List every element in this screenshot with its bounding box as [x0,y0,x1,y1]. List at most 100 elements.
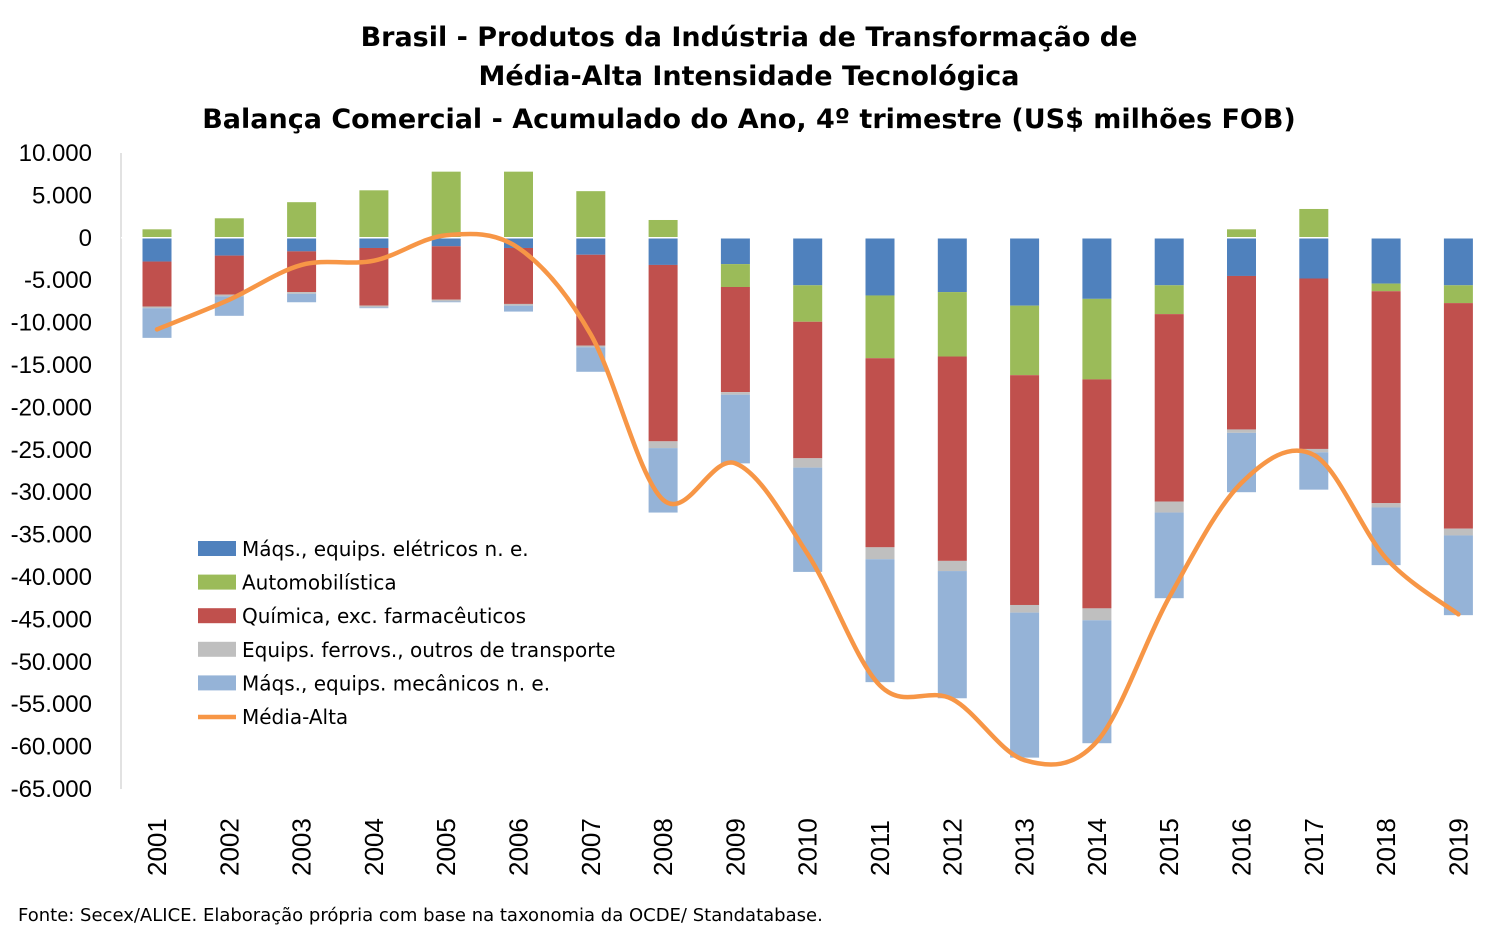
y-tick-label: -15.000 [11,352,92,379]
y-tick-label: -20.000 [11,394,92,421]
y-tick-label: -55.000 [11,691,92,718]
x-tick-label: 2004 [359,818,389,876]
bar-segment [720,237,750,265]
bar-segment [937,356,967,561]
bar-segment [720,264,750,287]
bar-segment [1154,237,1184,286]
bar-segment [214,218,244,238]
x-tick-label: 2009 [720,818,750,876]
bar-segment [504,237,533,248]
bar-segment [504,303,533,306]
y-tick-label: -35.000 [11,522,92,549]
bar-segment [1299,452,1329,490]
y-tick-label: -30.000 [11,479,92,506]
bar-segment [1010,604,1040,613]
bar-segment [1443,535,1473,616]
bar-segment [720,394,750,464]
x-tick-label: 2002 [214,818,244,876]
media-alta-line [154,231,1461,767]
bar-segment [287,293,317,303]
legend-entry: Máqs., equips. elétricos n. e. [242,537,529,561]
x-tick-label: 2015 [1154,818,1184,876]
chart-title: Brasil - Produtos da Indústria de Transf… [202,22,1296,135]
x-tick-label: 2003 [287,818,317,876]
bar-segment [1371,237,1401,284]
bar-segment [1082,379,1112,609]
bar-segment [1227,275,1256,430]
bar-segment [1299,208,1329,238]
x-tick-label: 2018 [1371,818,1401,876]
bar-segment [287,202,317,238]
legend-swatch [198,574,236,590]
x-tick-label: 2005 [431,818,461,876]
bar-segment [504,171,533,238]
line-series [154,231,1461,767]
bar-segment [1082,608,1112,621]
bar-segment [287,251,317,293]
bar-segment [937,560,967,572]
x-axis: 2001 2002 2003 2004 2005 2006 2007 2008 2009 2010… [142,818,1473,876]
bar-segment [142,308,172,338]
bar-segment [1082,298,1112,380]
bar-segment [359,305,389,308]
x-tick-label: 2013 [1010,818,1040,876]
bar-segment [1154,501,1184,513]
bar-segment [142,229,172,238]
bar-segment [287,237,317,252]
bar-segment [648,237,678,265]
chart-title-line: Balança Comercial - Acumulado do Ano, 4º… [202,104,1296,135]
bar-segment [576,345,606,348]
bar-segment [937,571,967,699]
bar-segment [1299,237,1329,279]
bar-segment [720,286,750,393]
bar-segment [1010,237,1040,306]
x-tick-label: 2012 [937,818,967,876]
bar-segment [214,294,244,297]
x-tick-label: 2019 [1443,818,1473,876]
bar-segment [793,237,823,286]
bar-segment [1010,375,1040,605]
y-axis: 10.000 5.000 0 -5.000 -10.000 -15.000 -20.000 -… [11,140,122,803]
chart-title-line: Brasil - Produtos da Indústria de Transf… [361,22,1138,53]
bar-segment [648,264,678,442]
y-tick-label: 10.000 [19,140,92,167]
legend-entry: Automobilística [242,571,397,595]
bar-segment [1443,303,1473,529]
x-tick-label: 2016 [1227,818,1257,876]
bar-segment [648,219,678,238]
y-tick-label: -60.000 [11,734,92,761]
legend-entry: Máqs., equips. mecânicos n. e. [242,671,550,695]
bar-segment [1299,448,1329,453]
bar-segment [793,458,823,468]
bar-segment [865,295,895,359]
bars [142,171,1473,758]
bar-segment [504,305,533,312]
legend-swatch [198,641,236,657]
legend-swatch [198,541,236,556]
bar-segment [1443,237,1473,286]
bar-segment [576,191,606,238]
x-tick-label: 2011 [865,820,895,876]
legend-entry: Química, exc. farmacêuticos [242,604,526,628]
bar-segment [1227,229,1256,238]
bar-segment [431,246,461,300]
y-tick-label: -40.000 [11,564,92,591]
bar-segment [720,392,750,395]
x-tick-label: 2017 [1299,818,1329,876]
y-tick-label: -45.000 [11,606,92,633]
bar-segment [214,237,244,256]
source-note: Fonte: Secex/ALICE. Elaboração própria c… [18,905,823,926]
x-tick-label: 2008 [648,818,678,876]
bar-segment [793,321,823,459]
bar-segment [648,441,678,449]
legend-entry: Média-Alta [242,705,348,729]
bar-segment [1154,285,1184,315]
x-tick-label: 2014 [1082,818,1112,876]
bar-segment [865,237,895,296]
bar-segment [937,237,967,293]
bar-segment [1082,237,1112,299]
bar-segment [793,285,823,322]
x-tick-label: 2001 [142,818,172,876]
bar-segment [1371,283,1401,292]
bar-segment [1371,503,1401,508]
